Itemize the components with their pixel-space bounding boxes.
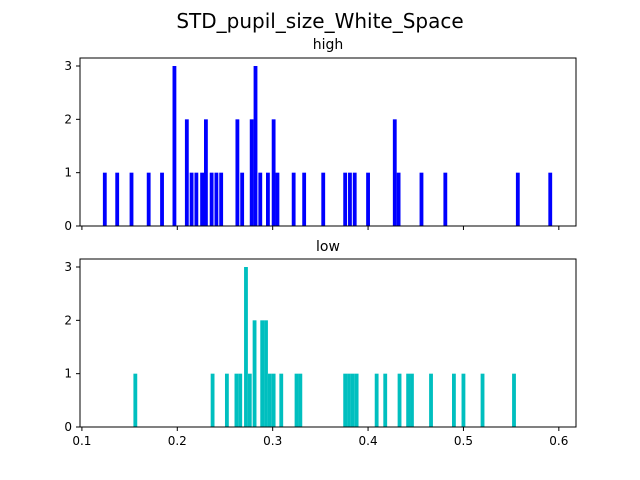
bar-high-29 [392,119,397,226]
bar-high-28 [366,172,370,226]
bar-high-30 [396,172,401,226]
axes-frame-low [79,258,577,428]
bar-high-13 [219,172,224,226]
x-tick-label-low-5: 0.6 [549,434,568,448]
y-tick-label-low-0: 0 [64,420,72,434]
bar-high-16 [249,119,254,226]
bar-high-17 [253,66,258,226]
y-tick-label-high-1: 1 [64,166,72,180]
y-tick-label-low-3: 3 [64,260,72,274]
bar-low-6 [247,373,252,427]
bar-high-25 [343,172,348,226]
bar-high-24 [321,172,326,226]
bar-high-22 [291,172,296,226]
axes-high: 0 1 2 3 [64,57,577,233]
bar-high-23 [302,172,307,226]
y-tick-label-high-3: 3 [64,59,72,73]
bar-low-25 [452,373,456,427]
bar-high-6 [184,119,189,226]
bar-high-4 [160,172,164,226]
bar-high-32 [443,172,448,226]
bar-high-12 [214,172,219,226]
bar-high-11 [209,172,214,226]
axes-low: 0 1 2 3 0.1 0.2 0.3 0.4 0.5 0.6 [64,258,577,448]
bar-high-21 [275,172,280,226]
bar-low-16 [347,373,351,427]
x-tick-label-low-1: 0.2 [168,434,187,448]
bar-low-24 [429,373,433,427]
bar-low-10 [267,373,272,427]
bar-low-11 [271,373,276,427]
panel-high: high 0 1 2 3 [64,37,577,233]
bar-high-7 [189,172,194,226]
x-tick-label-low-2: 0.3 [263,434,282,448]
bar-low-0 [133,373,138,427]
bars-low [133,267,516,427]
bar-high-34 [548,172,553,226]
bar-low-19 [374,373,379,427]
bar-high-27 [352,172,357,226]
bar-high-20 [271,119,276,226]
bar-low-9 [264,320,268,427]
y-tick-label-low-2: 2 [64,313,72,327]
bar-low-22 [406,373,411,427]
bar-low-23 [410,373,414,427]
y-tick-label-high-0: 0 [64,219,72,233]
bar-low-12 [279,373,284,427]
bar-high-26 [348,172,352,226]
figure-suptitle: STD_pupil_size_White_Space [176,9,463,33]
bar-low-20 [383,373,388,427]
bar-high-9 [200,172,204,226]
bar-high-0 [102,172,107,226]
axes-frame-high [79,57,577,227]
bar-high-2 [129,172,134,226]
bar-high-1 [115,172,120,226]
bar-low-18 [354,373,359,427]
bar-low-21 [397,373,402,427]
y-tick-label-high-2: 2 [64,112,72,126]
x-tick-label-low-4: 0.5 [454,434,473,448]
bar-high-10 [204,119,208,226]
bar-low-28 [512,373,516,427]
x-tick-label-low-0: 0.1 [72,434,91,448]
bar-high-33 [515,172,520,226]
bar-low-26 [461,373,466,427]
bar-low-7 [252,320,257,427]
panel-title-high: high [313,37,344,53]
bar-high-18 [258,172,263,226]
bar-high-3 [146,172,151,226]
bar-low-5 [244,267,248,427]
bar-low-4 [238,373,243,427]
bar-low-27 [480,373,485,427]
bars-high [102,66,553,226]
bar-low-2 [224,373,229,427]
bar-high-5 [172,66,177,226]
bar-low-1 [210,373,215,427]
panel-title-low: low [316,239,340,255]
bar-high-15 [240,172,245,226]
bar-low-17 [350,373,355,427]
panel-low: low 0 1 2 3 0.1 0.2 0.3 0.4 0.5 0.6 [64,239,577,448]
bar-low-15 [343,373,348,427]
bar-low-8 [260,320,265,427]
bar-high-8 [194,172,199,226]
bar-high-14 [235,119,240,226]
x-tick-label-low-3: 0.4 [359,434,378,448]
y-tick-label-low-1: 1 [64,367,72,381]
bar-high-31 [419,172,424,226]
bar-low-3 [234,373,239,427]
bar-high-19 [266,172,270,226]
bar-low-13 [294,373,299,427]
bar-low-14 [298,373,303,427]
